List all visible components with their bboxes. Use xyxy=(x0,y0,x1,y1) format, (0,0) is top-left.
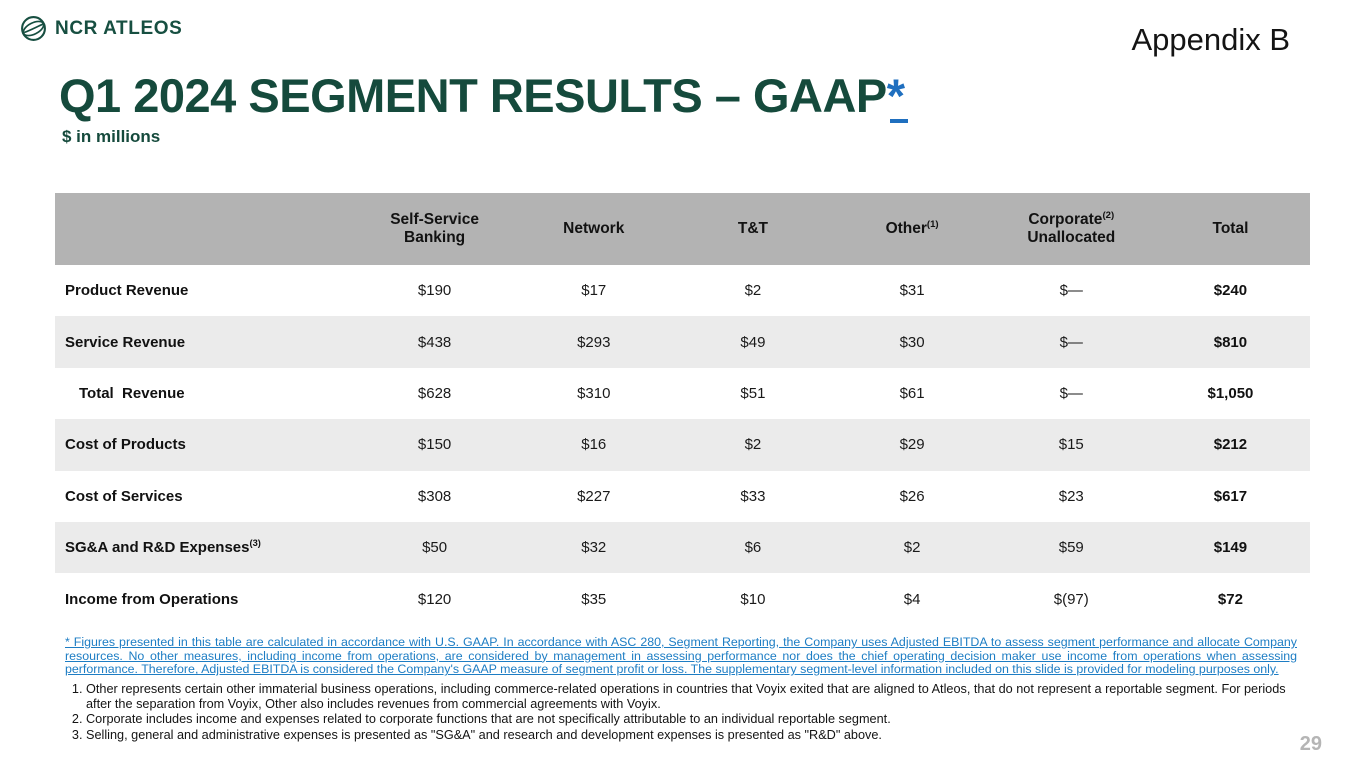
value-cell: $120 xyxy=(417,590,452,608)
value-cell: $190 xyxy=(417,282,452,300)
value-cell: $810 xyxy=(1213,333,1248,351)
value-cell: $72 xyxy=(1217,590,1243,608)
column-header-other: Other(1) xyxy=(885,218,939,237)
table-row-service-revenue: Service Revenue $438 $293 $49 $30 $— $810 xyxy=(55,316,1310,368)
column-header-corporate: Corporate(2) Unallocated xyxy=(1027,209,1116,246)
value-cell: $26 xyxy=(899,487,925,505)
value-cell: $51 xyxy=(740,384,766,402)
column-header-network: Network xyxy=(563,219,625,237)
globe-icon xyxy=(20,15,47,42)
value-cell: $30 xyxy=(899,333,925,351)
column-header-t-t: T&T xyxy=(737,219,768,237)
units-subtitle: $ in millions xyxy=(62,127,161,146)
value-cell: $31 xyxy=(899,282,925,300)
table-row-product-revenue: Product Revenue $190 $17 $2 $31 $— $240 xyxy=(55,265,1310,316)
value-cell: $617 xyxy=(1213,487,1248,505)
logo-wordmark: NCR ATLEOS xyxy=(55,17,183,39)
value-cell: $49 xyxy=(740,333,766,351)
value-cell: $438 xyxy=(417,333,452,351)
value-cell: $(97) xyxy=(1053,590,1089,608)
value-cell: $— xyxy=(1059,384,1083,402)
title-asterisk-link[interactable]: * xyxy=(886,69,905,122)
row-label: SG&A and R&D Expenses(3) xyxy=(65,538,261,557)
column-header-total: Total xyxy=(1212,219,1249,237)
value-cell: $240 xyxy=(1213,282,1248,300)
value-cell: $17 xyxy=(581,282,607,300)
value-cell: $59 xyxy=(1058,539,1084,557)
value-cell: $32 xyxy=(581,539,607,557)
value-cell: $33 xyxy=(740,487,766,505)
value-cell: $308 xyxy=(417,487,452,505)
page-number: 29 xyxy=(1299,733,1322,755)
value-cell: $6 xyxy=(744,539,762,557)
value-cell: $15 xyxy=(1058,436,1084,454)
table-header-row: Self-Service Banking Network T&T Other(1) Cor… xyxy=(55,193,1310,265)
value-cell: $293 xyxy=(577,333,611,351)
table-row-cost-of-services: Cost of Services $308 $227 $33 $26 $23 $617 xyxy=(55,471,1310,522)
footnote-item: Other represents certain other immateria… xyxy=(86,682,1297,711)
value-cell: $2 xyxy=(903,539,921,557)
table-row-total-revenue: Total Revenue $628 $310 $51 $61 $— $1,050 xyxy=(55,368,1310,419)
row-label: Cost of Products xyxy=(65,436,186,454)
value-cell: $150 xyxy=(417,436,452,454)
page-title: Q1 2024 SEGMENT RESULTS – GAAP* xyxy=(59,69,905,122)
table-row-sg-a-and-r-d-expenses: SG&A and R&D Expenses(3) $50 $32 $6 $2 $59 $14… xyxy=(55,521,1310,574)
value-cell: $— xyxy=(1059,282,1083,300)
numbered-footnotes: Other represents certain other immateria… xyxy=(65,682,1297,742)
row-label: Service Revenue xyxy=(65,333,186,351)
value-cell: $4 xyxy=(903,590,921,608)
value-cell: $61 xyxy=(899,384,925,402)
value-cell: $23 xyxy=(1058,487,1084,505)
value-cell: $310 xyxy=(577,384,611,402)
value-cell: $2 xyxy=(744,436,762,454)
table-row-income-from-operations: Income from Operations $120 $35 $10 $4 $(97) $… xyxy=(55,573,1310,624)
value-cell: $29 xyxy=(899,436,925,454)
appendix-label: Appendix B xyxy=(1131,22,1290,57)
value-cell: $149 xyxy=(1213,539,1248,557)
value-cell: $628 xyxy=(417,384,452,402)
segment-results-table: Self-Service Banking Network T&T Other(1) Cor… xyxy=(55,193,1310,625)
value-cell: $227 xyxy=(577,487,611,505)
row-label: Income from Operations xyxy=(65,590,239,608)
gaap-footnote-link[interactable]: * Figures presented in this table are ca… xyxy=(65,635,1297,677)
column-header-self-service: Self-Service Banking xyxy=(390,210,479,246)
value-cell: $10 xyxy=(740,590,766,608)
table-body: Product Revenue $190 $17 $2 $31 $— $240 Service… xyxy=(55,265,1310,625)
row-label: Product Revenue xyxy=(65,282,189,300)
value-cell: $35 xyxy=(581,590,607,608)
row-label: Cost of Services xyxy=(65,487,183,505)
footnote-area: * Figures presented in this table are ca… xyxy=(65,635,1297,743)
ncr-atleos-logo: NCR ATLEOS xyxy=(20,15,182,42)
footnote-item: Corporate includes income and expenses r… xyxy=(86,712,1297,727)
value-cell: $50 xyxy=(422,539,448,557)
table-row-cost-of-products: Cost of Products $150 $16 $2 $29 $15 $212 xyxy=(55,419,1310,471)
value-cell: $16 xyxy=(581,436,607,454)
value-cell: $1,050 xyxy=(1207,384,1254,402)
value-cell: $212 xyxy=(1213,436,1248,454)
value-cell: $2 xyxy=(744,282,762,300)
value-cell: $— xyxy=(1059,333,1083,351)
row-label: Total Revenue xyxy=(79,384,185,402)
footnote-item: Selling, general and administrative expe… xyxy=(86,728,1297,743)
